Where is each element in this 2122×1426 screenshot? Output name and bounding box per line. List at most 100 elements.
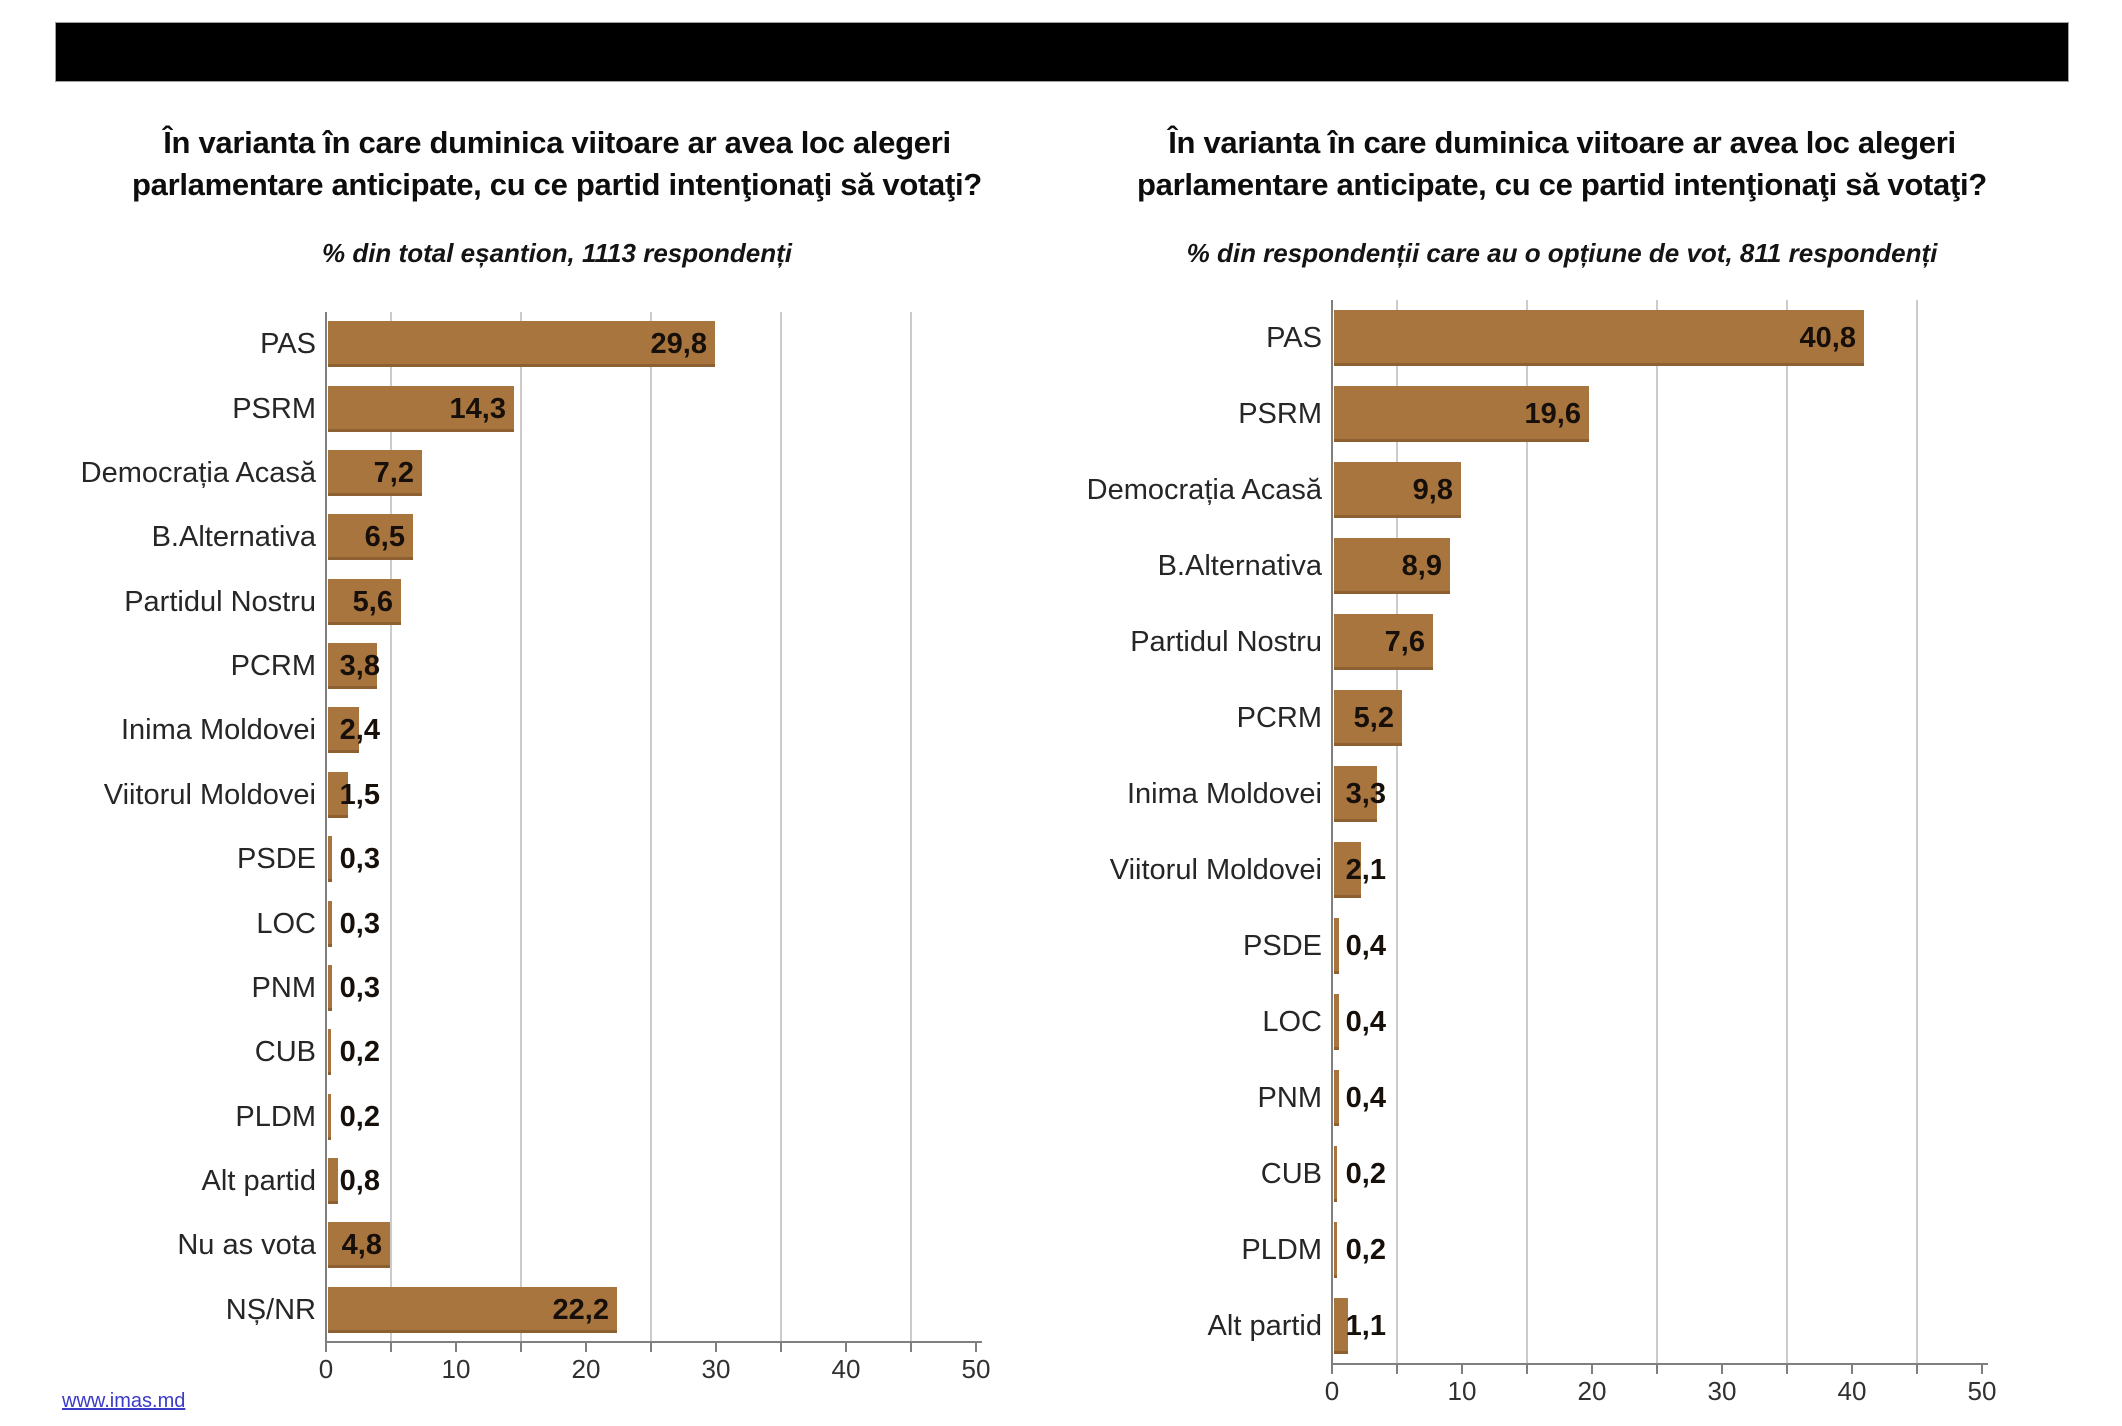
category-label: PNM	[251, 972, 316, 1004]
bar-value-label: 22,2	[552, 1294, 609, 1326]
bar	[328, 514, 413, 560]
bar-value-label: 0,2	[1345, 1234, 1386, 1266]
x-axis-tick	[1461, 1364, 1463, 1374]
x-axis-tick	[1786, 1364, 1788, 1374]
x-axis-tick	[1981, 1364, 1983, 1374]
bar	[1334, 614, 1433, 670]
y-axis-line	[1331, 300, 1333, 1364]
bar	[328, 643, 377, 689]
bar-value-label: 9,8	[1412, 474, 1453, 506]
x-axis-tick	[1656, 1364, 1658, 1374]
bar	[328, 386, 514, 432]
bar	[1334, 1222, 1337, 1278]
bar	[328, 772, 348, 818]
bar-value-label: 0,4	[1345, 1082, 1386, 1114]
category-label: PAS	[260, 328, 316, 360]
bar-value-label: 5,6	[352, 586, 393, 618]
right-chart-subtitle: % din respondenții care au o opțiune de …	[1186, 238, 1938, 268]
bar-value-label: 7,6	[1384, 626, 1425, 658]
category-label: Alt partid	[1207, 1310, 1322, 1342]
bar	[328, 1094, 331, 1140]
x-axis-tick	[585, 1342, 587, 1352]
bar	[1334, 310, 1864, 366]
category-label: Democrația Acasă	[1086, 474, 1322, 506]
bar	[1334, 690, 1402, 746]
category-label: PSRM	[1238, 398, 1322, 430]
bar	[1334, 1146, 1337, 1202]
gridline	[1786, 300, 1788, 1364]
bar-value-label: 29,8	[650, 328, 707, 360]
category-label: Democrația Acasă	[80, 457, 316, 489]
category-label: CUB	[1260, 1158, 1322, 1190]
category-label: PLDM	[235, 1101, 316, 1133]
x-axis-tick	[1916, 1364, 1918, 1374]
x-axis-tick	[650, 1342, 652, 1352]
x-axis-tick-label: 50	[961, 1354, 991, 1384]
bar	[1334, 386, 1589, 442]
source-link[interactable]: www.imas.md	[62, 1390, 186, 1412]
bar-value-label: 0,3	[339, 843, 380, 875]
bar-value-label: 0,4	[1345, 930, 1386, 962]
x-axis-tick-label: 40	[1837, 1376, 1867, 1406]
bar-value-label: 5,2	[1353, 702, 1394, 734]
category-label: PSDE	[237, 843, 316, 875]
category-label: LOC	[256, 908, 316, 940]
x-axis-tick	[975, 1342, 977, 1352]
bar-value-label: 0,2	[339, 1101, 380, 1133]
category-label: PAS	[1266, 322, 1322, 354]
bar-value-label: 0,8	[339, 1165, 380, 1197]
x-axis-tick-label: 0	[1324, 1376, 1340, 1406]
x-axis-tick	[780, 1342, 782, 1352]
category-label: PLDM	[1241, 1234, 1322, 1266]
category-label: PCRM	[1236, 702, 1322, 734]
x-axis-tick-label: 50	[1967, 1376, 1997, 1406]
bar-value-label: 14,3	[449, 393, 506, 425]
x-axis-tick-label: 10	[1447, 1376, 1477, 1406]
x-axis-tick	[1396, 1364, 1398, 1374]
bar	[328, 321, 715, 367]
bar	[328, 579, 401, 625]
x-axis-tick	[1591, 1364, 1593, 1374]
category-label: Viitorul Moldovei	[103, 779, 316, 811]
bar-value-label: 2,4	[339, 714, 380, 746]
category-label: Inima Moldovei	[1126, 778, 1322, 810]
x-axis-tick	[520, 1342, 522, 1352]
x-axis-line	[325, 1341, 983, 1343]
category-label: B.Alternativa	[1157, 550, 1322, 582]
x-axis-tick	[325, 1342, 327, 1352]
x-axis-tick-label: 30	[1707, 1376, 1737, 1406]
bar-value-label: 1,5	[339, 779, 380, 811]
category-label: CUB	[254, 1036, 316, 1068]
right-chart-title-line2: parlamentare anticipate, cu ce partid in…	[1137, 167, 1987, 202]
bar	[1334, 462, 1461, 518]
bar	[328, 1287, 617, 1333]
x-axis-tick-label: 40	[831, 1354, 861, 1384]
category-label: PSRM	[232, 393, 316, 425]
right-chart-title-line1: În varianta în care duminica viitoare ar…	[1168, 125, 1956, 160]
bar	[328, 1158, 338, 1204]
x-axis-tick-label: 20	[571, 1354, 601, 1384]
bar-value-label: 6,5	[364, 521, 405, 553]
category-label: Partidul Nostru	[1130, 626, 1322, 658]
category-label: B.Alternativa	[151, 521, 316, 553]
bar	[328, 1029, 331, 1075]
gridline	[1916, 300, 1918, 1364]
category-label: PNM	[1257, 1082, 1322, 1114]
gridline	[1396, 300, 1398, 1364]
category-label: PSDE	[1243, 930, 1322, 962]
gridline	[1656, 300, 1658, 1364]
category-label: LOC	[1262, 1006, 1322, 1038]
bar-value-label: 40,8	[1799, 322, 1856, 354]
x-axis-tick	[845, 1342, 847, 1352]
category-label: Inima Moldovei	[120, 714, 316, 746]
bar-value-label: 19,6	[1524, 398, 1581, 430]
bar	[1334, 994, 1339, 1050]
bar	[1334, 918, 1339, 974]
gridline	[1526, 300, 1528, 1364]
gridline	[650, 312, 652, 1342]
bar	[328, 901, 332, 947]
bar	[1334, 842, 1361, 898]
bar	[1334, 1298, 1348, 1354]
x-axis-tick	[1721, 1364, 1723, 1374]
bar-value-label: 1,1	[1345, 1310, 1386, 1342]
